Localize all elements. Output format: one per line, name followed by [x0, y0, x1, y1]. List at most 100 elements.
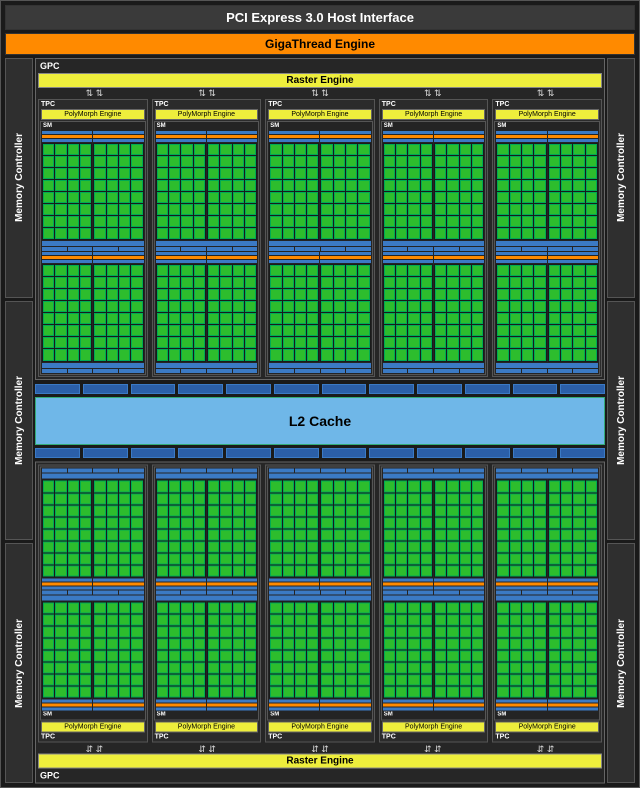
cuda-core [181, 650, 192, 661]
cuda-core [169, 325, 180, 336]
shared-memory [156, 241, 258, 246]
cuda-core [245, 216, 256, 227]
cuda-core [358, 565, 369, 576]
scheduler-unit [207, 135, 257, 138]
cuda-core [534, 686, 545, 697]
cuda-core [245, 686, 256, 697]
cuda-core [157, 337, 168, 348]
cuda-core [408, 289, 419, 300]
cuda-core [472, 168, 483, 179]
cuda-core [208, 517, 219, 528]
cuda-core [447, 529, 458, 540]
sm: SM [381, 121, 487, 375]
cuda-core [283, 529, 294, 540]
cuda-core [169, 180, 180, 191]
cuda-core [220, 565, 231, 576]
arrow-icon: ⇅ ⇅ [311, 90, 329, 97]
cuda-core [169, 529, 180, 540]
cuda-core [408, 493, 419, 504]
cuda-core [270, 265, 281, 276]
cuda-core [107, 602, 118, 613]
cuda-core [447, 565, 458, 576]
register-file [269, 260, 319, 263]
dispatch-unit [42, 131, 92, 134]
cuda-core [181, 686, 192, 697]
cuda-core [245, 517, 256, 528]
cuda-core [586, 565, 597, 576]
cuda-core [181, 204, 192, 215]
cuda-core [307, 565, 318, 576]
cuda-core [283, 265, 294, 276]
gpc-bottom: GPCRaster Engine⇅ ⇅⇅ ⇅⇅ ⇅⇅ ⇅⇅ ⇅TPCPolyMo… [35, 462, 605, 784]
cuda-core [55, 265, 66, 276]
cuda-core [94, 481, 105, 492]
cuda-core [181, 505, 192, 516]
cuda-core [107, 168, 118, 179]
cuda-core [573, 529, 584, 540]
cuda-core [169, 228, 180, 239]
cuda-core [107, 289, 118, 300]
cuda-core [561, 265, 572, 276]
cuda-core [460, 216, 471, 227]
cuda-core [435, 626, 446, 637]
cuda-core [270, 349, 281, 360]
core-array [269, 601, 371, 698]
cuda-core [497, 313, 508, 324]
cuda-core [358, 553, 369, 564]
texture-unit [119, 469, 144, 473]
cuda-core [510, 626, 521, 637]
crossbar-segment [322, 384, 367, 394]
cuda-core [131, 216, 142, 227]
cuda-core [534, 493, 545, 504]
cuda-core [119, 529, 130, 540]
texture-units [383, 590, 485, 594]
cuda-core [586, 638, 597, 649]
cuda-core [131, 674, 142, 685]
cuda-core [408, 228, 419, 239]
cuda-core [80, 301, 91, 312]
cuda-core [408, 674, 419, 685]
tpc-label: TPC [266, 732, 374, 741]
sm-content [496, 469, 598, 711]
cuda-core [497, 192, 508, 203]
cuda-core [460, 686, 471, 697]
cuda-core [549, 553, 560, 564]
scheduler-unit [496, 582, 546, 585]
texture-unit [68, 247, 93, 251]
cuda-core [181, 614, 192, 625]
cuda-core [510, 553, 521, 564]
cuda-core [522, 529, 533, 540]
scheduler-unit [434, 256, 484, 259]
cuda-core [307, 192, 318, 203]
cuda-core [421, 301, 432, 312]
cuda-core [396, 541, 407, 552]
cuda-core [346, 180, 357, 191]
cuda-core [421, 686, 432, 697]
cuda-core [396, 216, 407, 227]
texture-unit [321, 469, 346, 473]
cuda-core [157, 144, 168, 155]
cuda-core [435, 638, 446, 649]
sm-label: SM [496, 123, 598, 130]
cuda-core [220, 674, 231, 685]
cuda-core [447, 602, 458, 613]
cuda-core [435, 301, 446, 312]
cuda-core [181, 228, 192, 239]
cuda-core [68, 481, 79, 492]
cuda-core [55, 662, 66, 673]
cuda-core [573, 265, 584, 276]
cuda-core [358, 144, 369, 155]
cuda-core [119, 277, 130, 288]
cuda-core [534, 349, 545, 360]
core-array [42, 264, 144, 361]
crossbar-segment [131, 384, 176, 394]
cuda-core [220, 517, 231, 528]
cuda-core [233, 277, 244, 288]
cuda-core [460, 277, 471, 288]
cuda-core [55, 156, 66, 167]
texture-unit [233, 590, 258, 594]
core-array [383, 601, 485, 698]
cuda-core [270, 301, 281, 312]
cuda-core [94, 517, 105, 528]
cuda-core [573, 204, 584, 215]
